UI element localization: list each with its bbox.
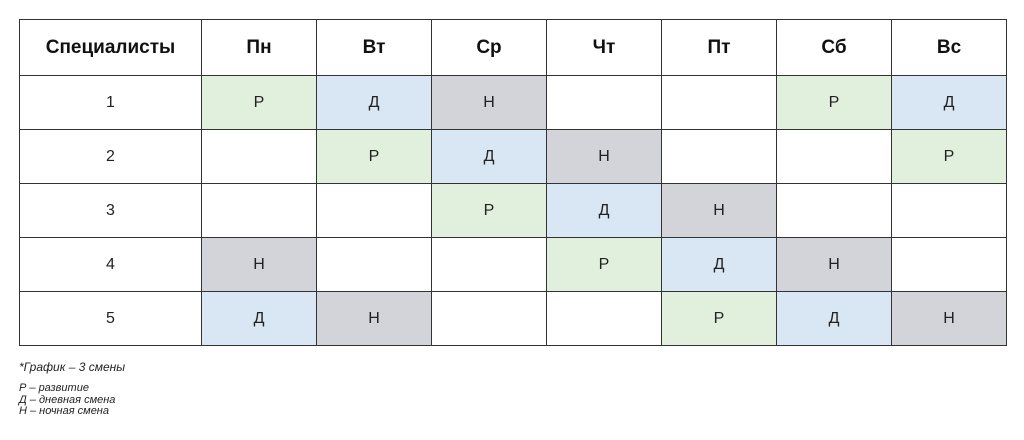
shift-cell <box>546 75 662 130</box>
table-header: Специалисты Пн Вт Ср Чт Пт Сб Вс <box>19 19 1007 76</box>
shift-cell <box>431 237 547 292</box>
shift-cell: Р <box>316 129 432 184</box>
legend-item-day-shift: Д – дневная смена <box>19 393 116 406</box>
header-day-wed: Ср <box>431 19 547 76</box>
shift-cell: Н <box>891 291 1007 346</box>
shift-cell: Д <box>661 237 777 292</box>
legend: Р – развитие Д – дневная смена Н – ночна… <box>19 382 116 418</box>
shift-cell: Д <box>316 75 432 130</box>
specialist-number: 1 <box>19 75 202 130</box>
shift-cell: Р <box>431 183 547 238</box>
shift-cell <box>776 183 892 238</box>
header-row: Специалисты Пн Вт Ср Чт Пт Сб Вс <box>19 19 1007 76</box>
shift-cell: Д <box>431 129 547 184</box>
legend-item-night-shift: Н – ночная смена <box>19 405 109 417</box>
specialist-number: 3 <box>19 183 202 238</box>
shift-cell: Н <box>316 291 432 346</box>
shift-cell <box>891 183 1007 238</box>
shift-cell: Н <box>776 237 892 292</box>
shift-cell <box>776 129 892 184</box>
shift-cell: Н <box>546 129 662 184</box>
shift-cell <box>546 291 662 346</box>
header-day-fri: Пт <box>661 19 777 76</box>
shift-cell <box>891 237 1007 292</box>
header-day-mon: Пн <box>201 19 317 76</box>
shift-cell: Р <box>661 291 777 346</box>
shift-cell <box>431 291 547 346</box>
shift-cell <box>316 183 432 238</box>
header-day-tue: Вт <box>316 19 432 76</box>
shift-cell: Р <box>546 237 662 292</box>
specialist-number: 2 <box>19 129 202 184</box>
specialist-number: 5 <box>19 291 202 346</box>
shift-cell <box>201 129 317 184</box>
specialist-number: 4 <box>19 237 202 292</box>
header-day-thu: Чт <box>546 19 662 76</box>
header-specialists: Специалисты <box>19 19 202 76</box>
shift-cell <box>201 183 317 238</box>
shift-cell: Н <box>201 237 317 292</box>
shift-cell <box>661 75 777 130</box>
shift-cell: Д <box>891 75 1007 130</box>
shift-cell: Р <box>776 75 892 130</box>
schedule-note: *График – 3 смены <box>19 360 126 374</box>
shift-cell: Н <box>431 75 547 130</box>
header-day-sat: Сб <box>776 19 892 76</box>
shift-cell: Д <box>776 291 892 346</box>
shift-cell: Р <box>201 75 317 130</box>
legend-item-development: Р – развитие <box>19 382 89 394</box>
header-day-sun: Вс <box>891 19 1007 76</box>
shift-cell <box>661 129 777 184</box>
shift-cell <box>316 237 432 292</box>
shift-cell: Н <box>661 183 777 238</box>
shift-cell: Д <box>201 291 317 346</box>
shift-cell: Р <box>891 129 1007 184</box>
shift-cell: Д <box>546 183 662 238</box>
